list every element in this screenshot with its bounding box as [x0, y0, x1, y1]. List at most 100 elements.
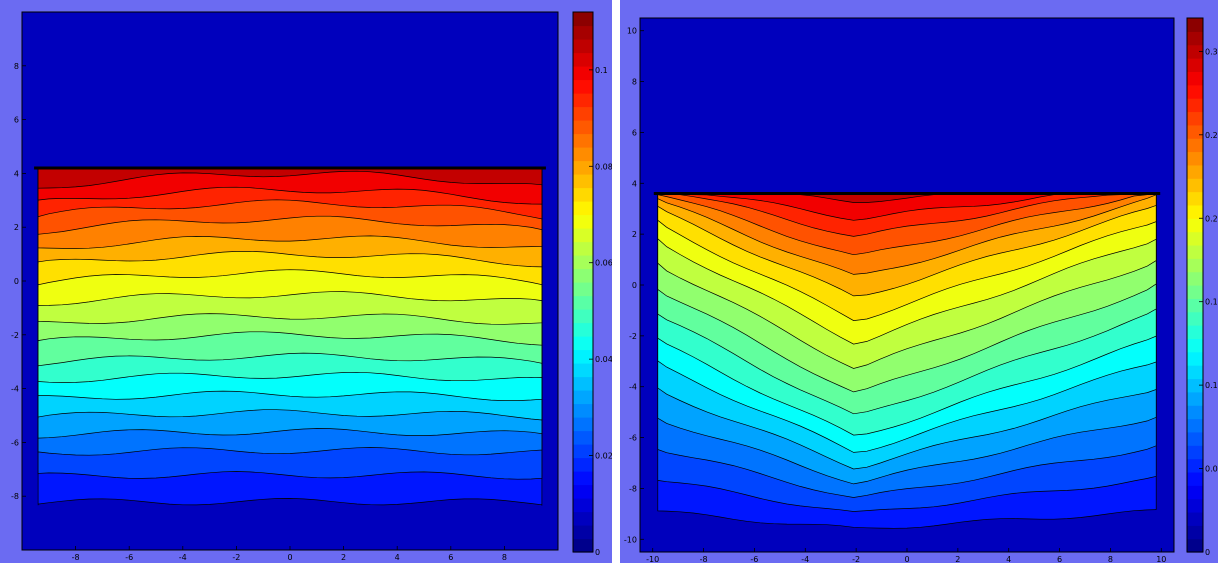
colorbar-segment [1187, 432, 1203, 446]
colorbar-segment [573, 53, 593, 67]
colorbar-segment [573, 458, 593, 472]
x-tick-label: -8 [700, 555, 708, 563]
colorbar-segment [1187, 218, 1203, 232]
colorbar-segment [1187, 392, 1203, 406]
y-tick-label: -2 [629, 332, 637, 341]
colorbar-segment [1187, 352, 1203, 366]
y-tick-label: -10 [624, 535, 637, 544]
y-tick-label: 4 [14, 169, 19, 178]
colorbar-tick-label: 0.15 [1205, 298, 1218, 307]
x-tick-label: -8 [72, 553, 80, 562]
x-tick-label: 6 [1057, 555, 1062, 563]
colorbar-segment [573, 296, 593, 310]
y-tick-label: -8 [11, 492, 19, 501]
x-tick-label: 8 [1108, 555, 1113, 563]
colorbar-segment [573, 336, 593, 350]
colorbar-tick-label: 0.02 [595, 452, 612, 461]
colorbar-segment [1187, 138, 1203, 152]
colorbar-tick-label: 0 [1205, 548, 1210, 557]
colorbar-segment [573, 242, 593, 256]
colorbar-segment [1187, 539, 1203, 553]
colorbar-segment [1187, 18, 1203, 32]
colorbar-segment [1187, 365, 1203, 379]
colorbar-segment [573, 134, 593, 148]
colorbar-segment [573, 323, 593, 337]
colorbar-segment [1187, 405, 1203, 419]
colorbar-tick-label: 0 [595, 548, 600, 557]
colorbar-segment [573, 39, 593, 53]
y-tick-label: -6 [11, 438, 19, 447]
x-tick-label: 2 [955, 555, 960, 563]
colorbar-segment [573, 255, 593, 269]
y-tick-label: -8 [629, 484, 637, 493]
colorbar-segment [1187, 312, 1203, 326]
colorbar-segment [573, 269, 593, 283]
y-tick-label: -4 [11, 385, 19, 394]
colorbar-segment [1187, 298, 1203, 312]
y-tick-label: 2 [632, 230, 637, 239]
colorbar-segment [1187, 71, 1203, 85]
colorbar-segment [1187, 485, 1203, 499]
colorbar-tick-label: 0.1 [1205, 381, 1218, 390]
colorbar-segment [573, 66, 593, 80]
x-tick-label: 2 [341, 553, 346, 562]
y-tick-label: 6 [14, 116, 19, 125]
colorbar-segment [1187, 205, 1203, 219]
x-tick-label: 10 [1156, 555, 1166, 563]
colorbar-segment [1187, 459, 1203, 473]
colorbar-segment [1187, 472, 1203, 486]
colorbar-segment [573, 498, 593, 512]
colorbar-segment [1187, 98, 1203, 112]
colorbar-segment [1187, 525, 1203, 539]
colorbar-segment [1187, 111, 1203, 125]
colorbar-segment [573, 80, 593, 94]
colorbar-segment [1187, 512, 1203, 526]
colorbar-segment [573, 107, 593, 121]
x-tick-label: -4 [801, 555, 809, 563]
colorbar-segment [573, 485, 593, 499]
y-tick-label: 10 [627, 27, 637, 36]
x-tick-label: -6 [750, 555, 758, 563]
colorbar-segment [1187, 31, 1203, 45]
colorbar-segment [573, 93, 593, 107]
colorbar-segment [1187, 445, 1203, 459]
colorbar-segment [1187, 338, 1203, 352]
y-tick-label: 2 [14, 223, 19, 232]
colorbar-segment [1187, 232, 1203, 246]
colorbar-segment [573, 377, 593, 391]
left-chart-panel: -8 -6 -4 -2 0 2 4 6 8 -8 -6 -4 -2 0 2 4 6 8 0 0.02 0.04 0.06 0… [0, 0, 612, 563]
colorbar-segment [573, 350, 593, 364]
x-tick-label: 0 [904, 555, 909, 563]
colorbar-segment [1187, 285, 1203, 299]
y-tick-label: 8 [14, 62, 19, 71]
colorbar-tick-label: 0.1 [595, 66, 608, 75]
colorbar-segment [573, 417, 593, 431]
colorbar-segment [573, 147, 593, 161]
y-tick-label: -2 [11, 331, 19, 340]
right-contour-chart: -10 -8 -6 -4 -2 0 2 4 6 8 10 -10 -8 -6 -4 -2 0 2 4 6 8 10 0 0.0… [620, 0, 1218, 563]
colorbar-segment [1187, 325, 1203, 339]
colorbar-segment [1187, 152, 1203, 166]
colorbar-segment [573, 390, 593, 404]
colorbar-tick-label: 0.3 [1205, 47, 1218, 56]
colorbar-segment [573, 431, 593, 445]
x-tick-label: -6 [125, 553, 133, 562]
colorbar-segment [573, 12, 593, 26]
x-tick-label: 4 [395, 553, 400, 562]
colorbar-segment [573, 228, 593, 242]
colorbar-segment [1187, 245, 1203, 259]
y-tick-label: 0 [14, 277, 19, 286]
colorbar-segment [573, 539, 593, 553]
y-tick-label: 6 [632, 128, 637, 137]
x-tick-label: 6 [448, 553, 453, 562]
x-tick-label: 0 [287, 553, 292, 562]
colorbar-segment [573, 363, 593, 377]
colorbar-segment [573, 512, 593, 526]
colorbar-segment [573, 161, 593, 175]
colorbar-segment [1187, 165, 1203, 179]
x-tick-label: 4 [1006, 555, 1011, 563]
colorbar-segment [573, 525, 593, 539]
colorbar-segment [1187, 419, 1203, 433]
left-contour-chart: -8 -6 -4 -2 0 2 4 6 8 -8 -6 -4 -2 0 2 4 6 8 0 0.02 0.04 0.06 0… [0, 0, 612, 563]
x-tick-label: 8 [502, 553, 507, 562]
